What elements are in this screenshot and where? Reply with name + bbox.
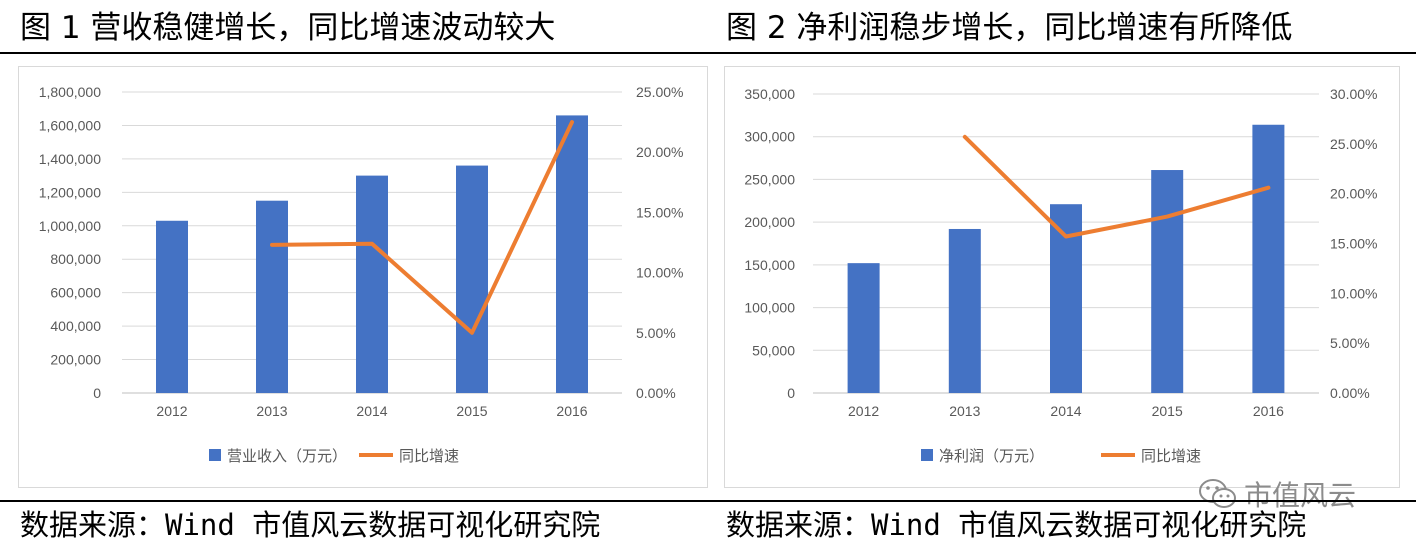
x-axis-tick-label: 2012 bbox=[156, 403, 187, 419]
left-axis-tick-label: 400,000 bbox=[50, 318, 101, 334]
chart-panel-net-profit: 0 50,000 100,000 150,000 200,000 250,000 300,0… bbox=[724, 66, 1400, 488]
left-axis-tick-label: 200,000 bbox=[744, 214, 795, 230]
left-axis-tick-label: 1,200,000 bbox=[39, 184, 101, 200]
right-axis-tick-label: 10.00% bbox=[636, 265, 683, 281]
bar bbox=[456, 165, 488, 393]
bar bbox=[1252, 124, 1285, 394]
right-axis-tick-label: 20.00% bbox=[636, 144, 683, 160]
wechat-icon bbox=[1199, 479, 1236, 508]
left-axis-tick-label: 150,000 bbox=[744, 257, 795, 273]
legend-label-line: 同比增速 bbox=[399, 447, 459, 465]
figure-1-source: 数据来源：Wind 市值风云数据可视化研究院 bbox=[20, 508, 601, 542]
left-axis-tick-label: 1,000,000 bbox=[39, 218, 101, 234]
right-axis-tick-label: 10.00% bbox=[1330, 285, 1377, 301]
bar bbox=[256, 200, 288, 393]
x-axis-tick-label: 2016 bbox=[1253, 403, 1284, 419]
bar bbox=[156, 220, 188, 393]
left-axis-tick-label: 250,000 bbox=[744, 171, 795, 187]
revenue-chart: 0 200,000 400,000 600,000 800,000 1,000,000 1,… bbox=[39, 84, 684, 465]
x-axis-tick-label: 2014 bbox=[1050, 403, 1081, 419]
top-rule bbox=[0, 52, 1416, 54]
right-axis-tick-label: 20.00% bbox=[1330, 186, 1377, 202]
left-axis-tick-label: 100,000 bbox=[744, 300, 795, 316]
left-axis-tick-label: 1,600,000 bbox=[39, 117, 101, 133]
bar bbox=[948, 228, 981, 393]
x-axis-tick-label: 2012 bbox=[848, 403, 879, 419]
left-axis-tick-label: 200,000 bbox=[50, 352, 101, 368]
left-axis-tick-label: 50,000 bbox=[752, 342, 795, 358]
legend-swatch-bar bbox=[921, 449, 933, 461]
bar bbox=[556, 115, 588, 394]
growth-rate-line bbox=[270, 120, 574, 335]
legend-swatch-bar bbox=[209, 449, 221, 461]
bar bbox=[356, 175, 388, 393]
left-axis-tick-label: 0 bbox=[787, 385, 795, 401]
x-axis-tick-label: 2015 bbox=[456, 403, 487, 419]
left-axis-tick-label: 300,000 bbox=[744, 129, 795, 145]
bar bbox=[847, 263, 880, 393]
right-axis-tick-label: 25.00% bbox=[1330, 136, 1377, 152]
figure-1-title: 图 1 营收稳健增长，同比增速波动较大 bbox=[20, 10, 556, 46]
right-axis-tick-label: 5.00% bbox=[1330, 335, 1370, 351]
x-axis-tick-label: 2016 bbox=[556, 403, 587, 419]
figure-2-source: 数据来源：Wind 市值风云数据可视化研究院 bbox=[726, 508, 1307, 542]
right-axis-tick-label: 0.00% bbox=[1330, 385, 1370, 401]
left-axis-tick-label: 800,000 bbox=[50, 251, 101, 267]
x-axis-tick-label: 2013 bbox=[949, 403, 980, 419]
left-axis-tick-label: 600,000 bbox=[50, 285, 101, 301]
watermark-text: 市值风云 bbox=[1244, 479, 1357, 512]
watermark: 市值风云 bbox=[1198, 476, 1356, 512]
bottom-rule bbox=[0, 500, 1416, 502]
bar bbox=[1151, 170, 1184, 393]
right-axis-tick-label: 30.00% bbox=[1330, 86, 1377, 102]
right-axis-tick-label: 5.00% bbox=[636, 325, 676, 341]
right-axis-tick-label: 15.00% bbox=[636, 204, 683, 220]
left-axis-tick-label: 1,800,000 bbox=[39, 84, 101, 100]
right-axis-tick-label: 15.00% bbox=[1330, 236, 1377, 252]
legend-label-bar: 营业收入（万元） bbox=[227, 447, 347, 465]
x-axis-tick-label: 2013 bbox=[256, 403, 287, 419]
legend-label-line: 同比增速 bbox=[1141, 447, 1201, 465]
left-axis-tick-label: 0 bbox=[93, 385, 101, 401]
chart-panel-revenue: 0 200,000 400,000 600,000 800,000 1,000,000 1,… bbox=[18, 66, 708, 488]
x-axis-tick-label: 2015 bbox=[1152, 403, 1183, 419]
net-profit-chart: 0 50,000 100,000 150,000 200,000 250,000 300,0… bbox=[744, 86, 1377, 465]
growth-rate-line bbox=[962, 134, 1271, 239]
x-axis-tick-label: 2014 bbox=[356, 403, 387, 419]
figure-2-title: 图 2 净利润稳步增长，同比增速有所降低 bbox=[726, 10, 1293, 46]
left-axis-tick-label: 350,000 bbox=[744, 86, 795, 102]
legend-label-bar: 净利润（万元） bbox=[939, 447, 1044, 465]
right-axis-tick-label: 0.00% bbox=[636, 385, 676, 401]
left-axis-tick-label: 1,400,000 bbox=[39, 151, 101, 167]
right-axis-tick-label: 25.00% bbox=[636, 84, 683, 100]
